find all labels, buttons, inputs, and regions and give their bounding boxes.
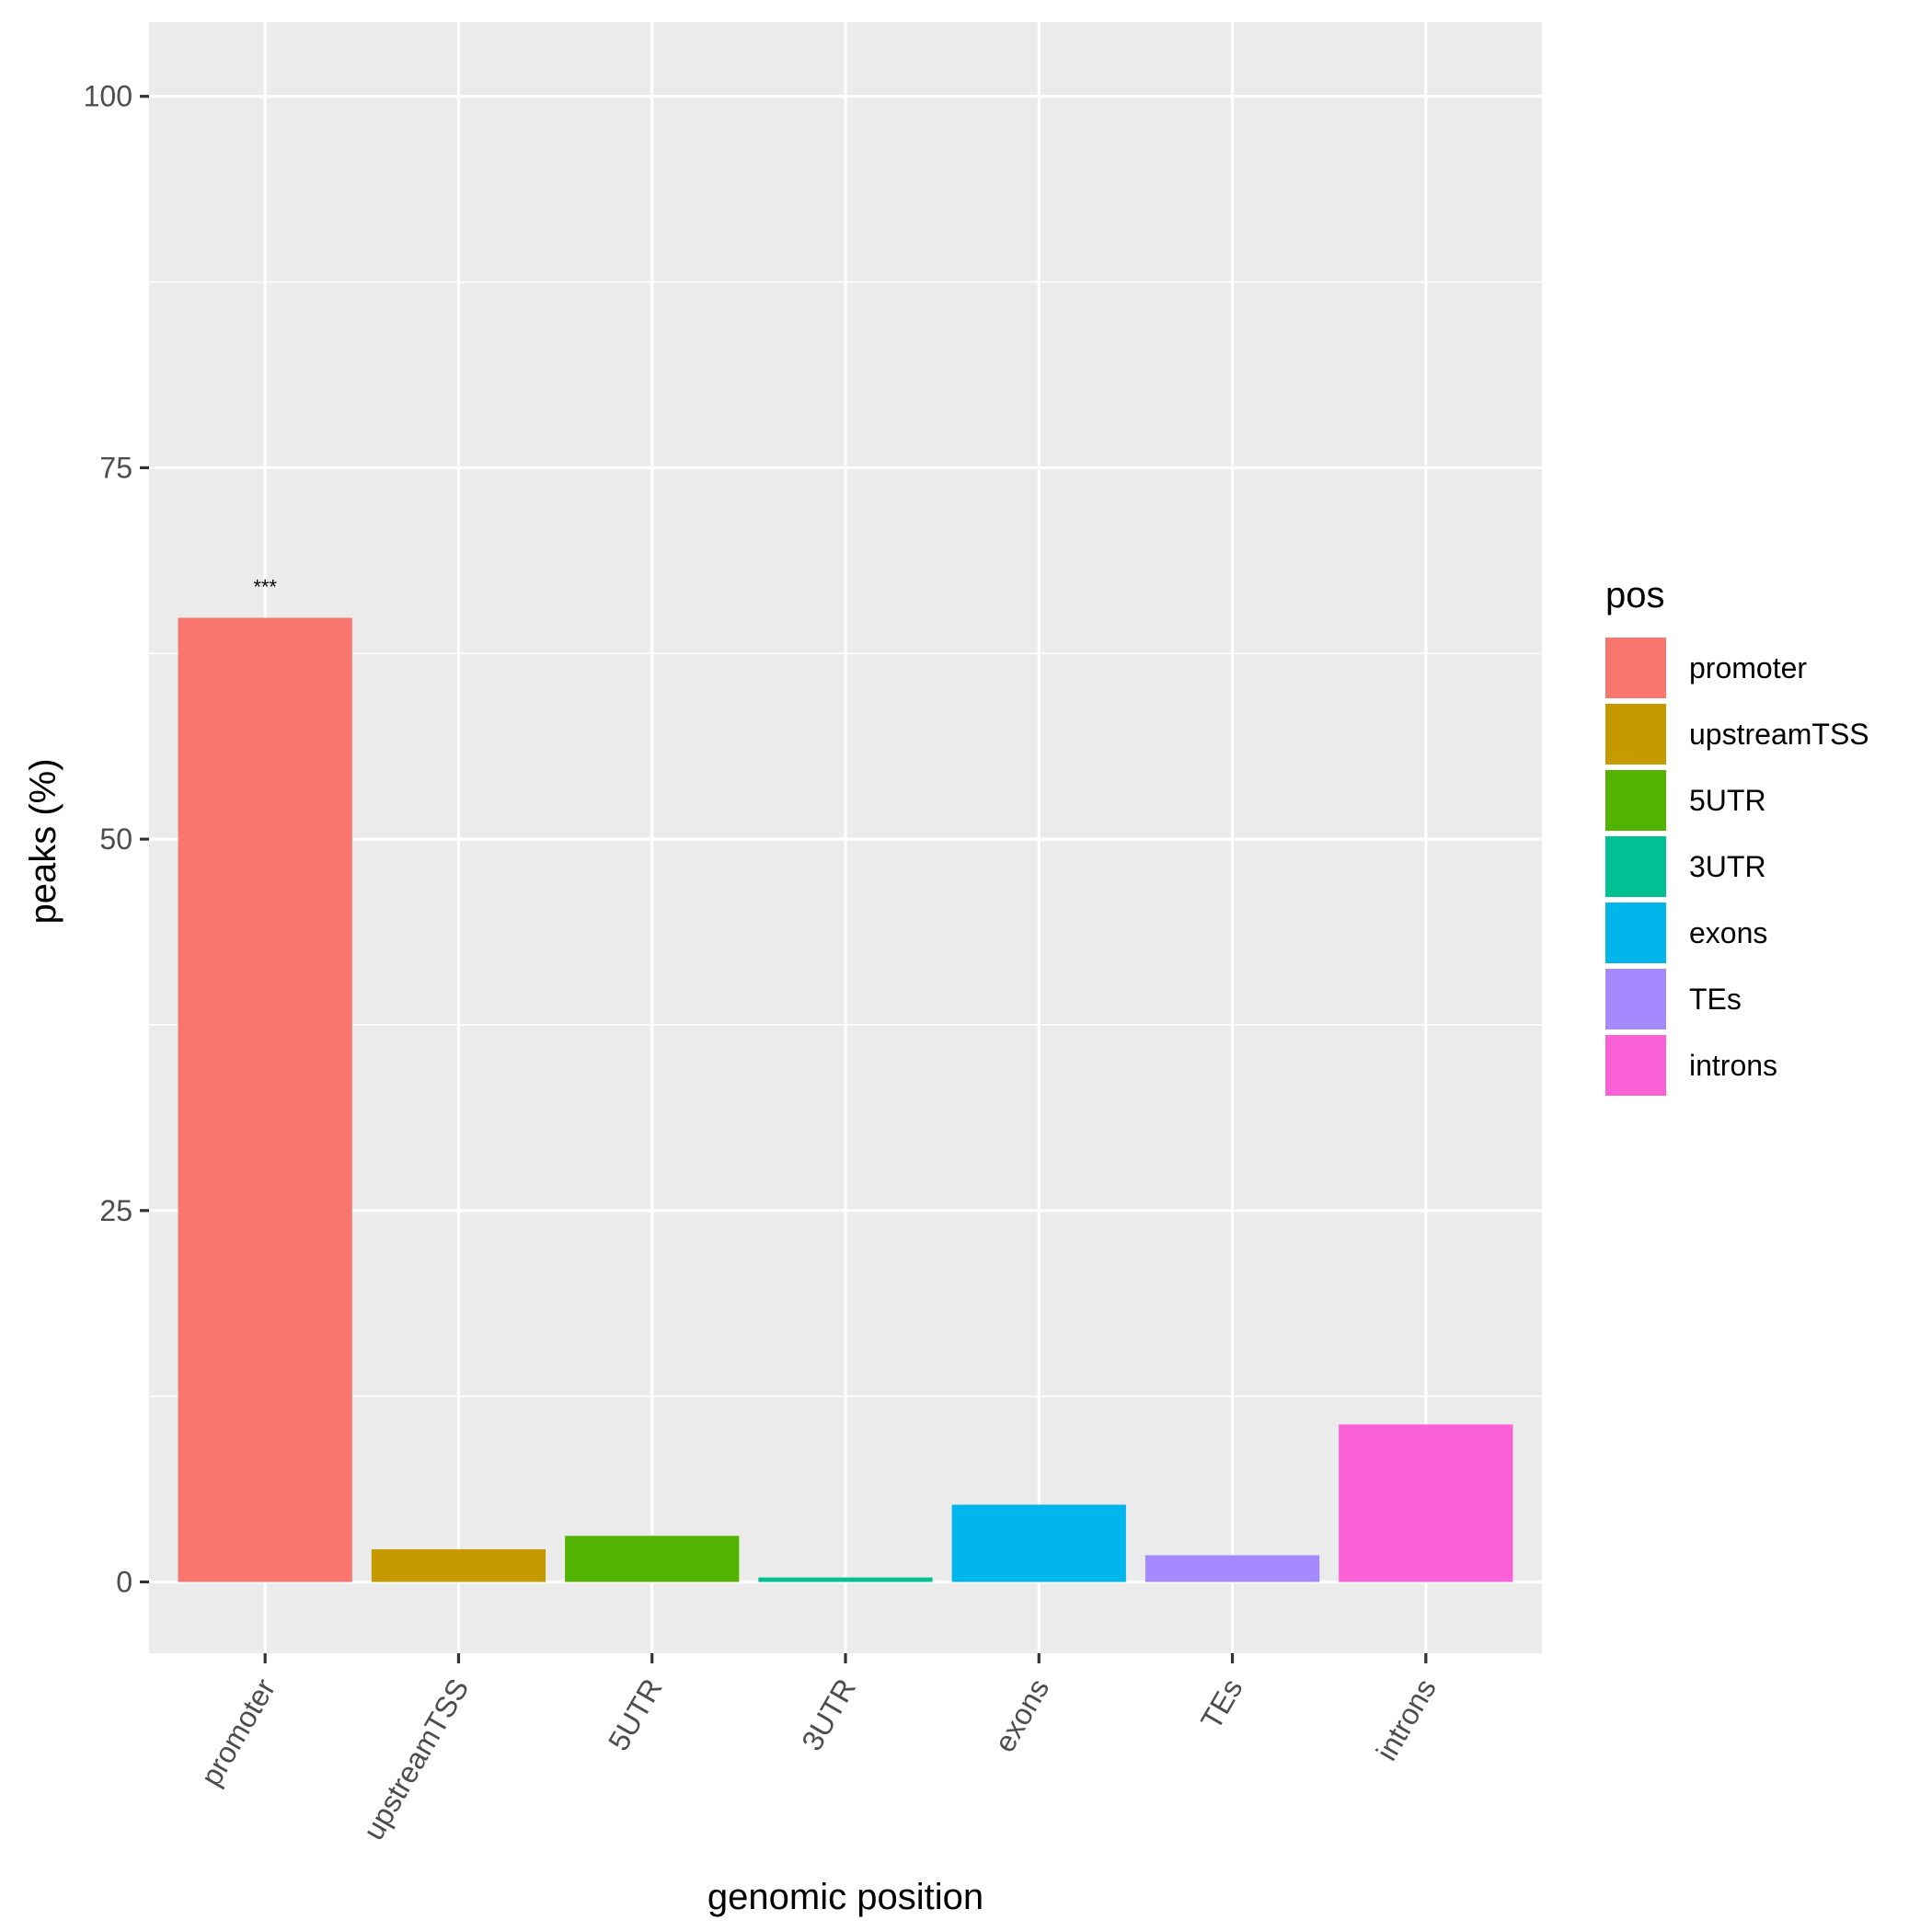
legend-label: promoter bbox=[1689, 651, 1807, 684]
legend-key-5UTR bbox=[1604, 768, 1668, 833]
bar-introns bbox=[1339, 1424, 1513, 1582]
annotations: *** bbox=[253, 576, 277, 599]
significance-annotation: *** bbox=[253, 576, 277, 599]
legend-key-upstreamTSS bbox=[1604, 702, 1668, 766]
x-tick-label: introns bbox=[1370, 1673, 1443, 1766]
legend-title: pos bbox=[1605, 575, 1665, 615]
legend-label: TEs bbox=[1689, 983, 1742, 1016]
plot-panel bbox=[149, 22, 1542, 1653]
y-tick-label: 0 bbox=[116, 1565, 132, 1598]
y-tick-label: 75 bbox=[99, 451, 132, 484]
y-tick-label: 100 bbox=[84, 80, 132, 113]
legend-label: exons bbox=[1689, 916, 1767, 949]
legend-label: 3UTR bbox=[1689, 850, 1766, 883]
bar-exons bbox=[951, 1504, 1126, 1582]
legend-key-promoter bbox=[1604, 636, 1668, 700]
bars bbox=[178, 617, 1513, 1582]
x-tick-label: exons bbox=[987, 1673, 1055, 1758]
x-tick-label: upstreamTSS bbox=[357, 1673, 476, 1846]
bar-TEs bbox=[1144, 1555, 1320, 1582]
y-tick-label: 25 bbox=[99, 1194, 132, 1227]
legend-label: upstreamTSS bbox=[1689, 718, 1869, 751]
bar-3UTR bbox=[758, 1577, 933, 1582]
legend-key-3UTR bbox=[1604, 834, 1668, 899]
y-axis-title: peaks (%) bbox=[23, 758, 63, 924]
legend-key-exons bbox=[1604, 901, 1668, 965]
bar-5UTR bbox=[565, 1535, 740, 1582]
legend: pos promoter upstreamTSS 5UTR 3UTR exons TEs i… bbox=[1604, 575, 1869, 1098]
x-axis: promoter upstreamTSS 5UTR 3UTR exons TEs intro… bbox=[194, 1653, 1443, 1846]
x-tick-label: 5UTR bbox=[602, 1673, 669, 1756]
legend-key-TEs bbox=[1604, 967, 1668, 1031]
x-tick-label: TEs bbox=[1194, 1673, 1249, 1735]
legend-label: 5UTR bbox=[1689, 784, 1766, 817]
x-tick-label: 3UTR bbox=[795, 1673, 862, 1756]
y-tick-label: 50 bbox=[99, 822, 132, 856]
x-axis-title: genomic position bbox=[707, 1877, 983, 1917]
legend-key-introns bbox=[1604, 1033, 1668, 1098]
x-tick-label: promoter bbox=[194, 1673, 282, 1791]
bar-promoter bbox=[178, 617, 352, 1582]
legend-label: introns bbox=[1689, 1049, 1777, 1082]
y-axis: 0 25 50 75 100 bbox=[84, 80, 149, 1598]
bar-upstreamTSS bbox=[371, 1548, 546, 1582]
